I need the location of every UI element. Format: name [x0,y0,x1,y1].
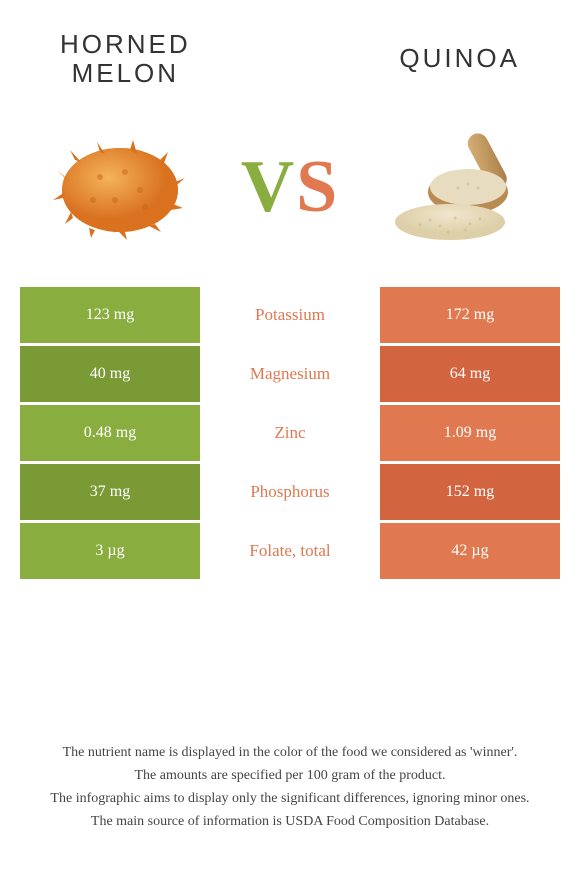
horned-melon-image [40,117,200,257]
nutrient-label: Magnesium [200,346,380,402]
header-titles: Horned melon Quinoa [0,0,580,97]
left-food-title: Horned melon [60,30,191,87]
left-value: 3 µg [20,523,200,579]
footer-line: The amounts are specified per 100 gram o… [20,765,560,786]
table-row: 37 mgPhosphorus152 mg [20,464,560,520]
footer-line: The nutrient name is displayed in the co… [20,742,560,763]
table-row: 123 mgPotassium172 mg [20,287,560,343]
vs-label: VS [241,145,340,230]
right-value: 42 µg [380,523,560,579]
nutrient-label: Phosphorus [200,464,380,520]
table-row: 40 mgMagnesium64 mg [20,346,560,402]
vs-v: V [241,146,296,228]
table-row: 3 µgFolate, total42 µg [20,523,560,579]
table-row: 0.48 mgZinc1.09 mg [20,405,560,461]
title-line: Horned [60,29,191,59]
right-value: 1.09 mg [380,405,560,461]
nutrient-table: 123 mgPotassium172 mg40 mgMagnesium64 mg… [20,287,560,579]
vs-s: S [296,146,339,228]
left-value: 123 mg [20,287,200,343]
left-value: 40 mg [20,346,200,402]
left-value: 0.48 mg [20,405,200,461]
hero-row: VS [0,97,580,287]
right-value: 64 mg [380,346,560,402]
title-line: melon [72,58,179,88]
nutrient-label: Zinc [200,405,380,461]
footer-notes: The nutrient name is displayed in the co… [0,742,580,834]
footer-line: The main source of information is USDA F… [20,811,560,832]
nutrient-label: Potassium [200,287,380,343]
quinoa-image [380,117,540,257]
footer-line: The infographic aims to display only the… [20,788,560,809]
right-value: 152 mg [380,464,560,520]
left-value: 37 mg [20,464,200,520]
nutrient-label: Folate, total [200,523,380,579]
right-food-title: Quinoa [399,30,520,73]
right-value: 172 mg [380,287,560,343]
